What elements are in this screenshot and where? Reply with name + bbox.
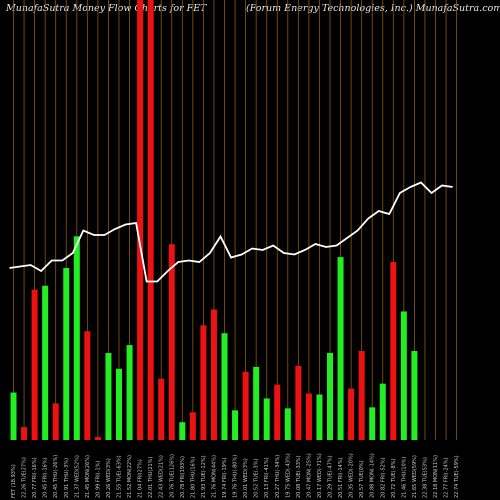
bar	[210, 309, 217, 440]
bar	[253, 366, 260, 440]
x-tick-label: 21.93 TUE(-12%)	[201, 455, 207, 498]
bar	[105, 352, 112, 440]
series-line	[9, 181, 453, 283]
x-tick-label: 21.65 WED(59%)	[412, 455, 418, 498]
bar	[21, 427, 28, 440]
x-tick-label: 21.45 MON(26%)	[85, 455, 91, 498]
bar	[263, 398, 270, 440]
x-tick-label: 20.13 FRI(-41%)	[264, 457, 270, 498]
bar	[158, 378, 165, 440]
bar	[358, 351, 365, 440]
x-tick-label: 20.29 TUE(-47%)	[328, 455, 334, 498]
bar	[42, 285, 49, 440]
x-tick-label: 21.46 THU(10%)	[401, 457, 407, 498]
x-tick-label: 22.26 TUE(27%)	[22, 457, 28, 498]
x-tick-label: 22.38 TUE(53%)	[422, 457, 428, 498]
x-tick-label: 21.52 MON(22%)	[127, 455, 133, 498]
x-tick-label: 20.88 MON(-14%)	[370, 453, 376, 498]
chart-title: MunafaSutra Money Flow Charts for FET	[6, 3, 207, 14]
x-tick-label: 20.17 WED(-71%)	[317, 453, 323, 498]
x-tick-label: 22.74 TUE(-59%)	[454, 455, 460, 498]
x-tick-label: 21.76 MON(44%)	[211, 455, 217, 498]
x-tick-label: 20.45 THU(-26%)	[53, 455, 59, 498]
x-tick-label: 20.08 TUE(-33%)	[296, 455, 302, 498]
x-tick-label: 19.75 WED(-43%)	[285, 453, 291, 498]
bar	[116, 368, 122, 440]
x-tick-label: 20.35 WED(-20%)	[349, 453, 355, 498]
bar	[327, 352, 333, 440]
bar	[316, 394, 323, 440]
x-tick-label: FET (18.93%)	[11, 464, 17, 498]
x-tick-label: 21.37 WED(52%)	[74, 455, 80, 498]
chart-subtitle: (Forum Energy Technologies, Inc.) Munafa…	[246, 3, 500, 14]
bar	[63, 267, 70, 440]
x-tick-label: 20.99 FRI(-1%)	[95, 461, 101, 498]
x-tick-label: 22.01 THU(21%)	[148, 457, 154, 498]
x-tick-label: 22.18 MON(11%)	[433, 455, 439, 498]
x-tick-label: 20.57 TUE(0%)	[359, 460, 365, 498]
bar	[73, 236, 80, 440]
bar	[242, 371, 249, 440]
bar	[348, 388, 355, 440]
x-tick-label: 20.47 MON(-25%)	[306, 453, 312, 498]
bar	[168, 244, 175, 440]
x-tick-label: 22.43 WED(21%)	[159, 455, 165, 498]
bar	[137, 0, 144, 440]
x-tick-label: 20.82 FRI(-52%)	[380, 457, 386, 498]
bar	[221, 333, 228, 440]
bar	[31, 289, 38, 440]
bar	[379, 383, 386, 440]
bar	[94, 437, 101, 440]
bar	[200, 325, 207, 440]
x-tick-label: 21.55 TUE(-63%)	[117, 455, 123, 498]
bar	[400, 311, 407, 440]
bar	[52, 403, 59, 440]
x-tick-label: 20.45 FRI(-16%)	[43, 457, 49, 498]
bar	[284, 408, 291, 440]
x-tick-label: 20.51 FRI(-14%)	[338, 457, 344, 498]
x-tick-label: 20.78 FRI(193%)	[180, 456, 186, 498]
bar	[411, 351, 418, 440]
x-tick-label: 21.80 THU(16%)	[190, 457, 196, 498]
x-tick-label: 20.72 TUE(-8%)	[391, 459, 397, 498]
x-tick-label: 19.76 THU(-80%)	[233, 455, 239, 498]
bar	[390, 262, 397, 440]
x-tick-label: 20.26 WED(3%)	[106, 458, 112, 498]
bar	[295, 365, 302, 440]
x-tick-label: 20.52 TUE(-3%)	[254, 459, 260, 498]
x-tick-label: 19.74 FRI(-19%)	[222, 457, 228, 498]
x-tick-label: 20.91 THU(-3%)	[64, 458, 70, 498]
bar	[305, 393, 312, 440]
bar	[179, 422, 186, 440]
x-tick-label: 21.04 FRI(27%)	[138, 459, 144, 498]
bar	[84, 331, 91, 440]
x-tick-label: 20.27 THU(-34%)	[275, 455, 281, 498]
bar	[337, 257, 344, 440]
bar	[232, 410, 239, 440]
bar	[369, 407, 376, 440]
bar	[126, 345, 133, 440]
x-tick-label: 22.77 FRI(-24%)	[444, 457, 450, 498]
x-tick-label: 20.76 TUE(126%)	[169, 454, 175, 498]
bar	[147, 0, 154, 440]
bar	[10, 392, 17, 440]
bar	[274, 384, 281, 440]
x-tick-label: 20.77 FRI(-16%)	[32, 457, 38, 498]
bar	[189, 412, 196, 440]
x-tick-label: 20.01 WED(3%)	[243, 458, 249, 498]
